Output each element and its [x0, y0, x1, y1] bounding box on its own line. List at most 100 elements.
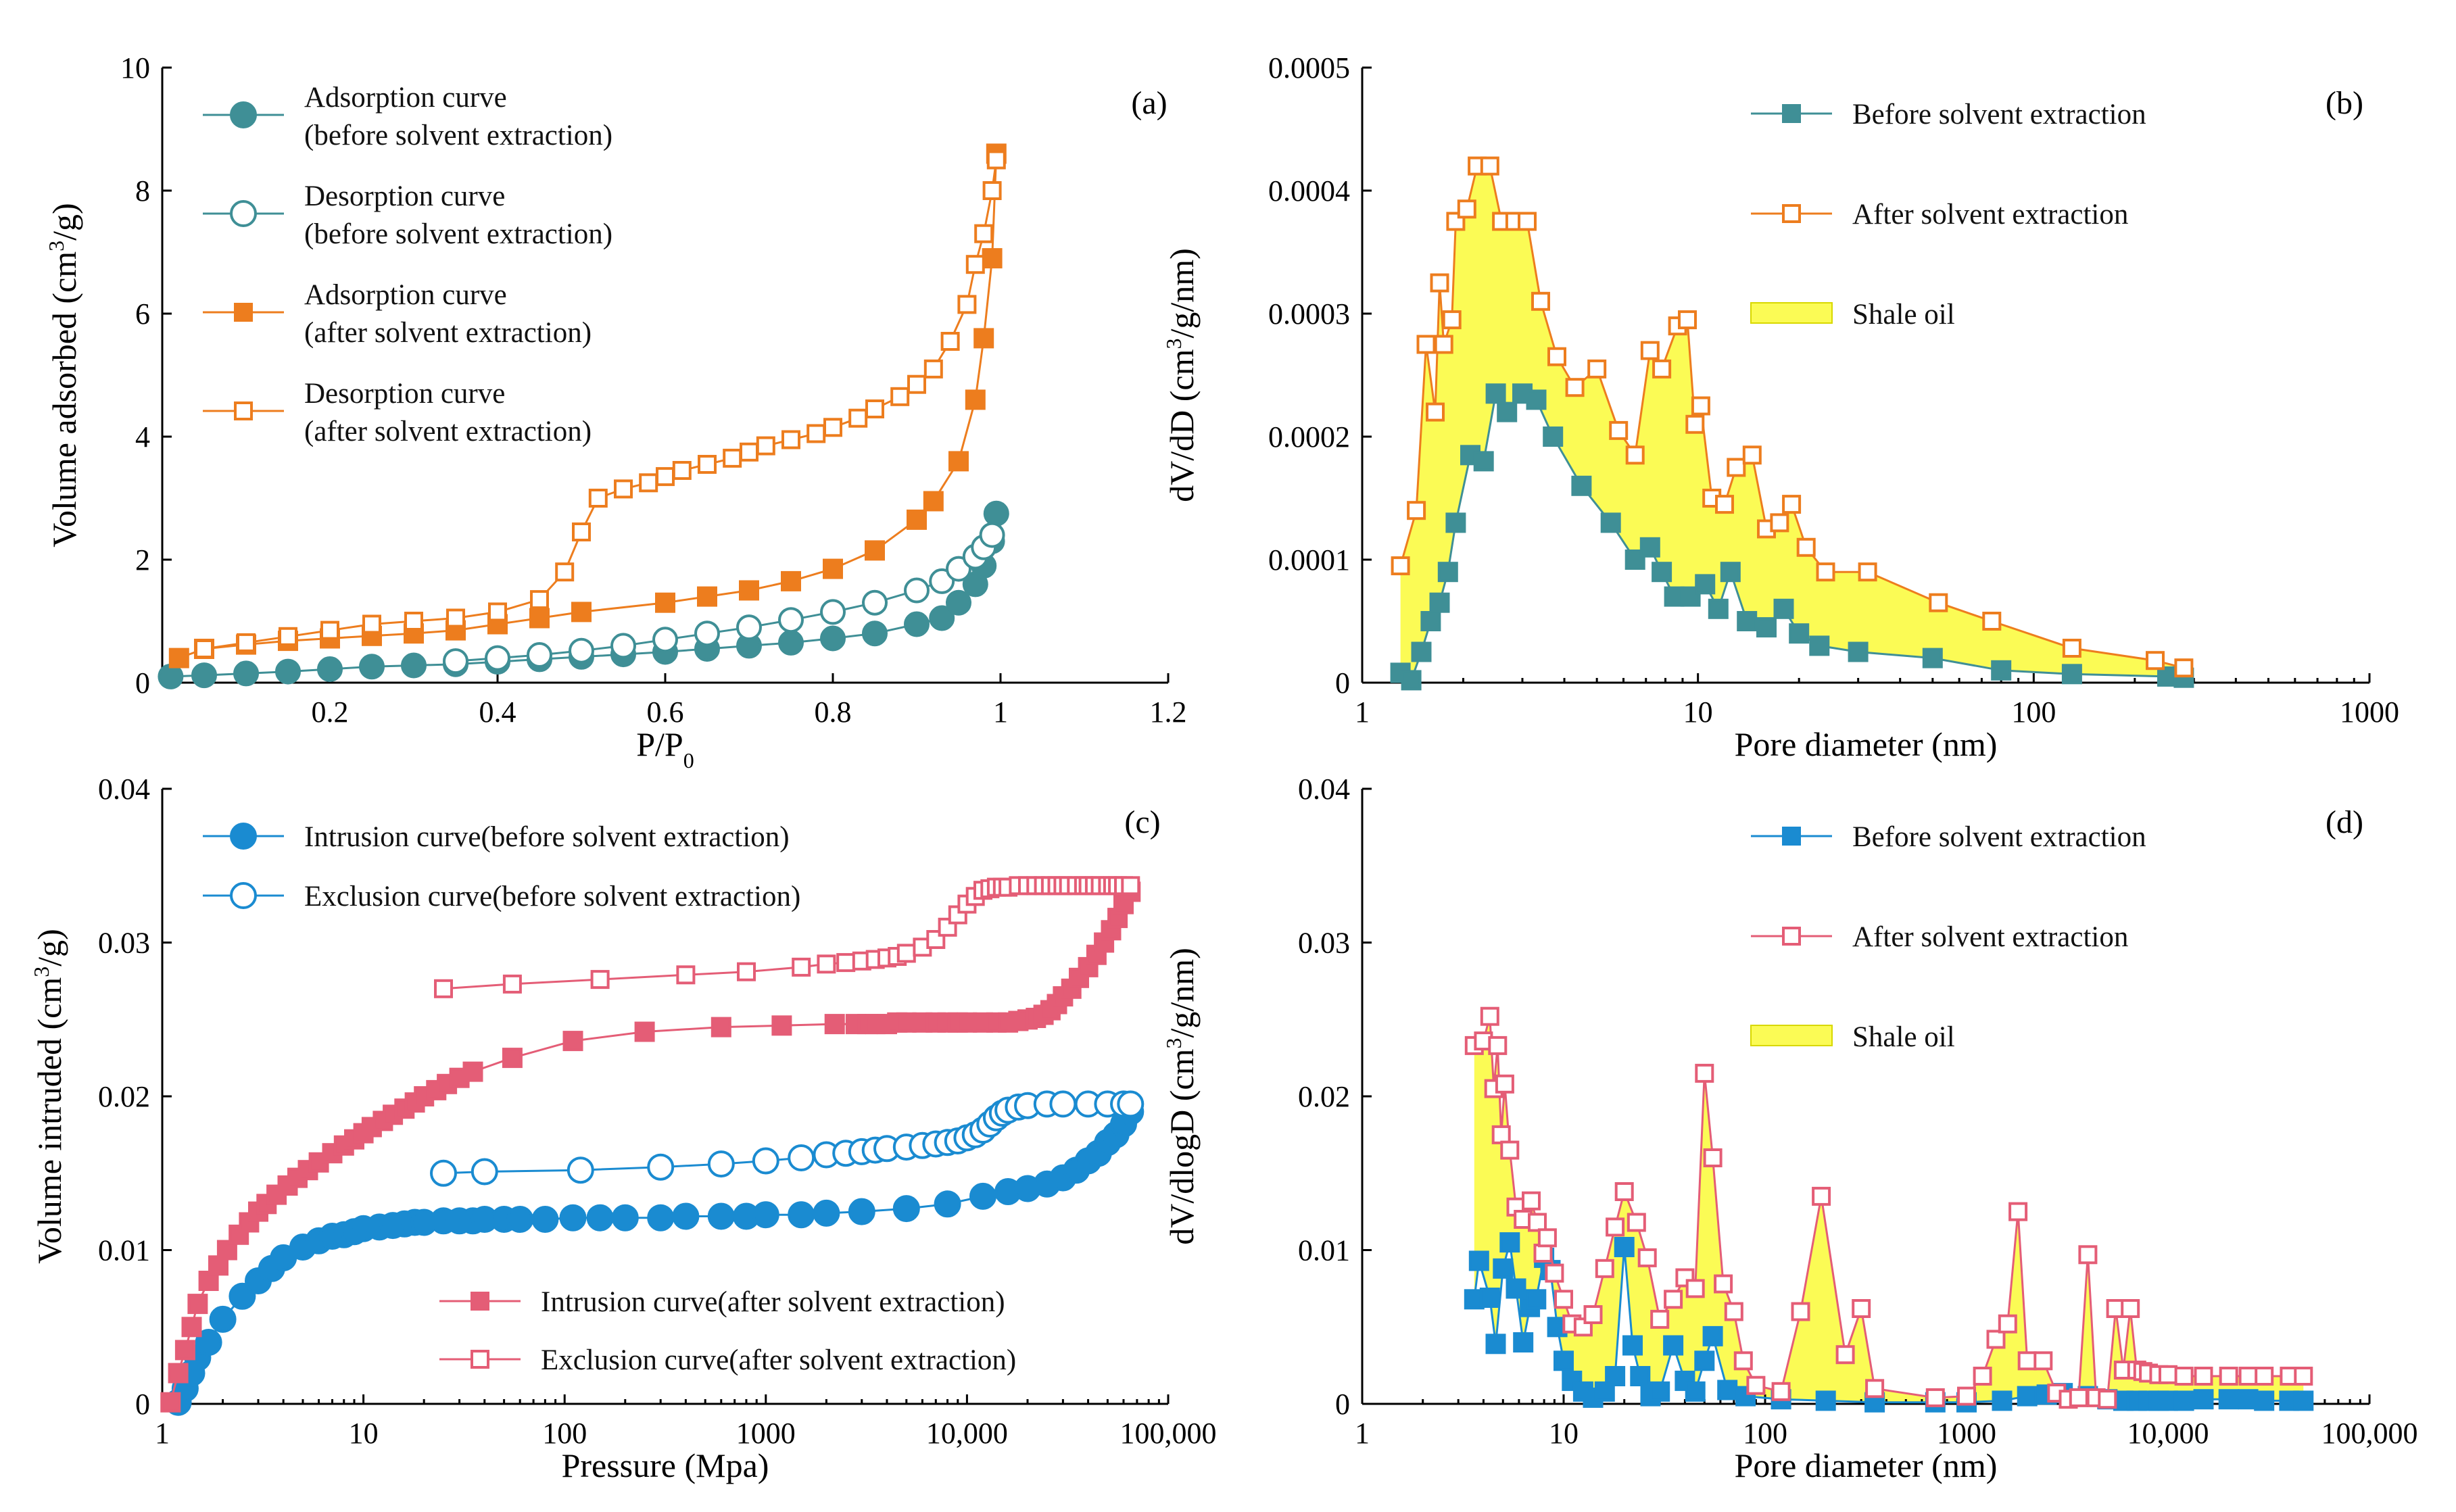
data-point-d-0: [2218, 1389, 2239, 1410]
data-point-c-0: [228, 1282, 256, 1310]
x-tick-label-c: 100: [542, 1417, 587, 1450]
data-point-a-3: [320, 620, 339, 640]
data-point-d-0: [1694, 1350, 1715, 1371]
y-tick-label-b: 0.0001: [1268, 543, 1350, 577]
data-point-a-3: [823, 418, 842, 437]
data-point-a-3: [740, 442, 759, 462]
data-point-a-3: [237, 633, 256, 652]
y-tick-label-b: 0.0003: [1268, 297, 1350, 331]
data-point-b-1: [1457, 199, 1476, 219]
data-point-d-0: [1513, 1332, 1534, 1352]
x-tick-label-a: 0.2: [312, 696, 349, 729]
legend-label-b-0: Before solvent extraction: [1852, 99, 2146, 130]
data-point-d-1: [1491, 1125, 1511, 1144]
legend-label-a-2: Adsorption curve: [304, 279, 507, 311]
data-point-b-0: [1809, 635, 1830, 656]
data-point-b-0: [1773, 598, 1794, 619]
data-point-b-1: [1609, 420, 1629, 440]
legend-label-b-1: After solvent extraction: [1852, 199, 2128, 230]
data-point-a-1: [820, 599, 846, 625]
data-point-d-1: [2238, 1367, 2258, 1386]
legend-marker-a-3: [234, 401, 253, 420]
data-point-b-0: [1526, 389, 1547, 410]
data-point-a-0: [233, 660, 259, 687]
data-point-c-1: [471, 1158, 498, 1186]
data-point-a-1: [443, 648, 468, 675]
data-point-d-1: [1500, 1140, 1520, 1160]
data-point-a-2: [948, 451, 969, 472]
data-point-b-1: [1691, 396, 1710, 416]
y-tick-label-c: 0: [135, 1388, 150, 1421]
data-point-d-1: [1614, 1182, 1634, 1201]
data-point-c-1: [707, 1150, 735, 1178]
data-point-a-1: [904, 577, 930, 604]
data-point-b-1: [1742, 445, 1762, 465]
panel-label-b: (b): [2326, 85, 2363, 121]
data-point-b-0: [2061, 664, 2082, 685]
data-point-a-2: [529, 608, 550, 629]
data-point-c-0: [848, 1198, 875, 1225]
data-point-d-0: [1485, 1334, 1506, 1355]
data-point-b-0: [1639, 537, 1660, 558]
data-point-a-1: [485, 645, 510, 671]
data-point-a-0: [158, 663, 184, 689]
x-tick-label-c: 10: [349, 1417, 379, 1450]
data-point-d-1: [1595, 1259, 1614, 1278]
data-point-c-0: [788, 1201, 815, 1229]
data-point-d-1: [1545, 1263, 1564, 1283]
data-point-d-1: [2294, 1367, 2313, 1386]
data-point-b-0: [1497, 401, 1518, 422]
data-point-d-1: [1606, 1217, 1625, 1237]
data-point-d-0: [2293, 1390, 2314, 1411]
legend-label-b-2: Shale oil: [1852, 299, 1955, 331]
data-point-b-1: [1685, 414, 1705, 434]
data-point-b-0: [1695, 574, 1716, 595]
y-tick-label-a: 4: [135, 420, 150, 454]
legend-marker-a-1: [230, 200, 257, 227]
data-point-c-0: [586, 1204, 614, 1231]
data-point-d-1: [2219, 1367, 2238, 1386]
data-point-a-0: [401, 652, 427, 679]
legend-c: Intrusion curve(before solvent extractio…: [203, 821, 1016, 1376]
data-point-b-1: [1982, 612, 2002, 631]
x-tick-label-a: 0.4: [479, 696, 516, 729]
data-point-d-0: [1499, 1232, 1520, 1253]
data-point-a-2: [923, 491, 944, 512]
data-point-c-2: [562, 1031, 583, 1052]
data-point-d-1: [2078, 1245, 2098, 1265]
legend-marker-d-0: [1782, 827, 1801, 846]
data-point-d-1: [1746, 1375, 1766, 1395]
data-point-a-2: [781, 570, 801, 591]
x-tick-label-a: 1: [993, 696, 1008, 729]
data-point-c-1: [647, 1153, 675, 1181]
data-point-c-2: [160, 1392, 181, 1413]
x-tick-label-d: 10: [1549, 1417, 1579, 1450]
data-point-a-3: [588, 489, 608, 508]
data-point-c-3: [792, 957, 811, 977]
data-point-d-0: [1614, 1237, 1635, 1257]
x-axis-label-d: Pore diameter (nm): [1735, 1446, 1998, 1484]
data-point-a-3: [957, 295, 977, 314]
y-tick-label-a: 6: [135, 297, 150, 331]
data-point-b-1: [1640, 341, 1660, 360]
data-point-a-3: [940, 332, 960, 351]
y-tick-label-d: 0.03: [1298, 927, 1350, 960]
data-point-a-2: [865, 540, 885, 561]
data-point-b-0: [1445, 512, 1466, 533]
data-point-a-2: [973, 328, 994, 349]
x-tick-label-c: 1000: [736, 1417, 796, 1450]
data-point-b-0: [1848, 641, 1869, 662]
data-point-a-2: [739, 580, 759, 601]
data-point-d-0: [2254, 1390, 2275, 1411]
data-point-b-1: [1678, 310, 1697, 330]
data-point-c-2: [824, 1014, 845, 1035]
data-point-d-0: [1493, 1258, 1514, 1279]
y-tick-label-b: 0.0005: [1268, 51, 1350, 84]
data-point-b-0: [1652, 562, 1672, 583]
data-point-d-1: [1724, 1302, 1743, 1321]
data-point-d-1: [2174, 1367, 2194, 1386]
panel-b: 1 10 100 1000 0 0.0001 0.0002 0.0003 0.0004 0.000…: [1161, 51, 2399, 763]
y-axis-label-a: Volume adsorbed (cm3/g): [44, 203, 83, 547]
data-point-b-1: [1430, 273, 1449, 293]
